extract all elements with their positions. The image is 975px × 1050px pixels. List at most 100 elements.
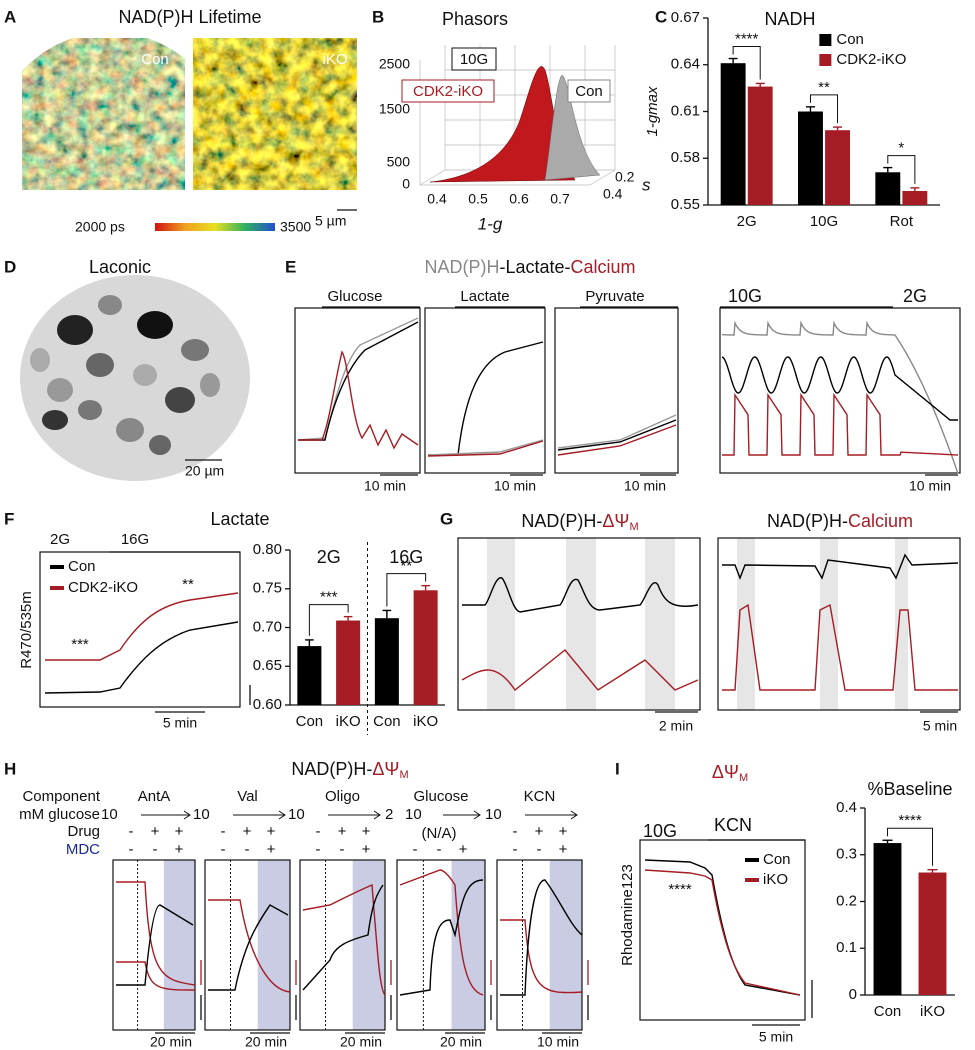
legend-swatch — [745, 878, 759, 882]
bar — [902, 190, 928, 205]
scale-label: 2 min — [659, 718, 693, 734]
trace-box — [554, 307, 679, 474]
stimulus-label: 16G — [121, 531, 149, 548]
trace — [427, 439, 544, 456]
mdc-shading — [257, 860, 290, 1030]
significance: **** — [668, 881, 692, 898]
trace — [557, 424, 677, 456]
panel-letter: C — [655, 7, 667, 26]
trace — [302, 884, 384, 991]
scale-label: 5 µm — [315, 213, 346, 229]
y-tick-label: 0.60 — [253, 696, 282, 713]
scale-label: 20 µm — [185, 463, 224, 479]
scale-label: 10 min — [364, 478, 406, 494]
panel-title: Phasors — [442, 9, 508, 29]
drug-sign: - — [129, 823, 134, 840]
mdc-sign: - — [153, 841, 158, 858]
mdc-sign: - — [340, 841, 345, 858]
trace — [461, 649, 699, 692]
component-label: Val — [237, 788, 258, 805]
y-tick-label: 0.55 — [671, 196, 700, 213]
bar — [918, 872, 947, 995]
glucose-label: 10 — [405, 806, 422, 823]
colorbar-label: 3500 — [280, 219, 311, 235]
trace-box — [396, 859, 486, 1031]
panel-title: NAD(P)H-Lactate-Calcium — [424, 257, 635, 277]
glucose-label: 10 — [193, 806, 210, 823]
image-label: iKO — [322, 51, 347, 68]
mdc-shading — [451, 860, 485, 1030]
drug-sign: - — [513, 823, 518, 840]
legend-label: iKO — [763, 871, 788, 888]
cells — [30, 295, 220, 455]
title-part: M — [399, 769, 408, 781]
trace — [298, 321, 419, 441]
y-tick-label: 0.1 — [836, 939, 857, 956]
stimulus-label: Glucose — [327, 288, 382, 305]
trace — [208, 904, 289, 991]
significance-bracket — [386, 573, 427, 607]
trace — [298, 350, 419, 450]
x-tick-label: Con — [874, 1003, 902, 1020]
title-part: NAD(P)H- — [291, 759, 372, 779]
colorbar — [155, 223, 275, 231]
legend-label: CDK2-iKO — [836, 51, 906, 68]
x-tick-label: 0.4 — [427, 191, 447, 207]
group-label: 16G — [389, 547, 423, 567]
y-tick-label: 0.64 — [671, 56, 700, 73]
trace — [722, 320, 959, 474]
bar — [798, 111, 823, 205]
mdc-shading — [352, 860, 385, 1030]
scale-label: 5 min — [923, 718, 957, 734]
legend-swatch — [819, 34, 832, 46]
stimulus-label: 2G — [50, 531, 70, 548]
mdc-sign: - — [437, 841, 442, 858]
legend-swatch — [745, 858, 759, 862]
trace — [722, 392, 959, 456]
bar — [297, 646, 322, 705]
y-tick-label: 0.75 — [253, 580, 282, 597]
y-tick-label: 0.2 — [836, 892, 857, 909]
x-tick-label: 10G — [810, 213, 838, 230]
title-part: Calcium — [848, 511, 913, 531]
drug-sign: + — [151, 823, 160, 840]
panel-letter: F — [4, 509, 14, 528]
panel-title: NAD(P)H-ΔΨM — [521, 511, 638, 533]
stimulus-label: 2G — [903, 286, 927, 306]
stimulus-label: KCN — [714, 815, 752, 835]
stimulus-shading — [487, 538, 908, 710]
scale-label: 20 min — [150, 1034, 192, 1050]
micrograph — [22, 38, 185, 190]
trace — [644, 869, 801, 996]
y-tick-label: 0.61 — [671, 102, 700, 119]
title-part: NAD(P)H — [424, 257, 499, 277]
axis-label: 1-g — [478, 214, 503, 233]
y-tick-label: 0.4 — [836, 799, 857, 816]
scale-label: 20 min — [245, 1034, 287, 1050]
panel-title: ΔΨM — [712, 762, 748, 784]
bar — [374, 618, 399, 705]
bar — [413, 590, 438, 705]
significance-bracket — [887, 155, 916, 184]
title-part: NAD(P)H- — [521, 511, 602, 531]
panel-letter: I — [615, 759, 620, 778]
chart-title: Lactate — [210, 509, 269, 529]
label-box — [451, 47, 497, 71]
scale-label: 5 min — [163, 715, 197, 731]
axis-label: Rhodamine123 — [619, 864, 636, 966]
z-tick-label: 2500 — [379, 56, 410, 72]
y-tick-label: 0.3 — [836, 846, 857, 863]
trace — [557, 419, 677, 451]
panel-letter: D — [4, 257, 16, 276]
legend-label: CDK2-iKO — [68, 579, 138, 596]
trace — [721, 356, 958, 421]
y-tick-label: 0.70 — [253, 618, 282, 635]
mdc-sign: + — [175, 841, 184, 858]
group-label: 2G — [317, 547, 341, 567]
title-part: ΔΨ — [372, 759, 399, 779]
y-tick-label: 0.4 — [603, 186, 623, 202]
scale-label: 10 min — [537, 1034, 579, 1050]
trace — [427, 440, 544, 457]
axis-label: R470/535m — [18, 591, 35, 669]
z-tick-label: 1500 — [379, 101, 410, 117]
